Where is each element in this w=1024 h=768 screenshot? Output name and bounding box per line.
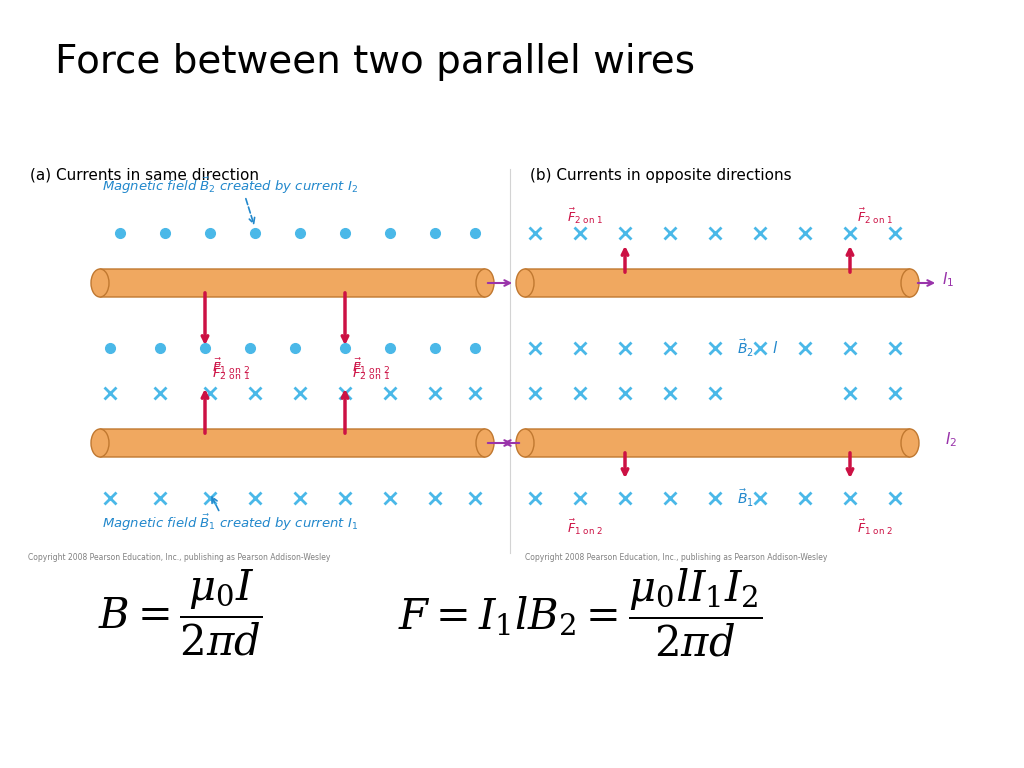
Text: $F = I_1 l B_2 = \dfrac{\mu_0 l I_1 I_2}{2\pi d}$: $F = I_1 l B_2 = \dfrac{\mu_0 l I_1 I_2}… (397, 567, 762, 659)
Text: Magnetic field $\vec{B}_2$ created by current $I_2$: Magnetic field $\vec{B}_2$ created by cu… (102, 176, 358, 196)
Ellipse shape (476, 269, 494, 297)
Ellipse shape (901, 429, 919, 457)
Text: $\vec{F}_{2\ \mathrm{on}\ 1}$: $\vec{F}_{2\ \mathrm{on}\ 1}$ (352, 363, 390, 382)
FancyBboxPatch shape (100, 429, 485, 457)
Text: $I_2$: $I_2$ (520, 431, 532, 449)
Text: $l$: $l$ (772, 340, 778, 356)
Text: $I_1$: $I_1$ (942, 270, 954, 290)
Ellipse shape (91, 429, 109, 457)
Text: $\vec{F}_{2\ \mathrm{on}\ 1}$: $\vec{F}_{2\ \mathrm{on}\ 1}$ (567, 207, 603, 226)
Text: $I_2$: $I_2$ (538, 431, 550, 449)
Ellipse shape (516, 269, 534, 297)
Text: $\vec{F}_{1\ \mathrm{on}\ 2}$: $\vec{F}_{1\ \mathrm{on}\ 2}$ (857, 518, 893, 538)
Ellipse shape (516, 429, 534, 457)
Text: $I_2$: $I_2$ (945, 431, 957, 449)
Text: (b) Currents in opposite directions: (b) Currents in opposite directions (530, 168, 792, 183)
Text: $\vec{F}_{2\ \mathrm{on}\ 1}$: $\vec{F}_{2\ \mathrm{on}\ 1}$ (212, 363, 250, 382)
Text: $\vec{F}_{1\ \mathrm{on}\ 2}$: $\vec{F}_{1\ \mathrm{on}\ 2}$ (352, 356, 390, 376)
Text: $\vec{B}_1$: $\vec{B}_1$ (736, 488, 754, 508)
Text: Copyright 2008 Pearson Education, Inc., publishing as Pearson Addison-Wesley: Copyright 2008 Pearson Education, Inc., … (28, 553, 331, 562)
Text: Magnetic field $\vec{B}_1$ created by current $I_1$: Magnetic field $\vec{B}_1$ created by cu… (101, 513, 358, 533)
Text: $\vec{F}_{2\ \mathrm{on}\ 1}$: $\vec{F}_{2\ \mathrm{on}\ 1}$ (857, 207, 893, 226)
Text: $\vec{F}_{1\ \mathrm{on}\ 2}$: $\vec{F}_{1\ \mathrm{on}\ 2}$ (212, 356, 250, 376)
Text: $B = \dfrac{\mu_0 I}{2\pi d}$: $B = \dfrac{\mu_0 I}{2\pi d}$ (98, 568, 262, 658)
FancyBboxPatch shape (525, 269, 910, 297)
Text: $\vec{F}_{1\ \mathrm{on}\ 2}$: $\vec{F}_{1\ \mathrm{on}\ 2}$ (567, 518, 603, 538)
Ellipse shape (476, 429, 494, 457)
Text: Copyright 2008 Pearson Education, Inc., publishing as Pearson Addison-Wesley: Copyright 2008 Pearson Education, Inc., … (525, 553, 827, 562)
Text: $I_1$: $I_1$ (520, 270, 532, 290)
FancyBboxPatch shape (525, 429, 910, 457)
Text: Force between two parallel wires: Force between two parallel wires (55, 43, 695, 81)
FancyBboxPatch shape (100, 269, 485, 297)
Text: (a) Currents in same direction: (a) Currents in same direction (30, 168, 259, 183)
Ellipse shape (91, 269, 109, 297)
Ellipse shape (901, 269, 919, 297)
Text: $\vec{B}_2$: $\vec{B}_2$ (736, 337, 754, 359)
